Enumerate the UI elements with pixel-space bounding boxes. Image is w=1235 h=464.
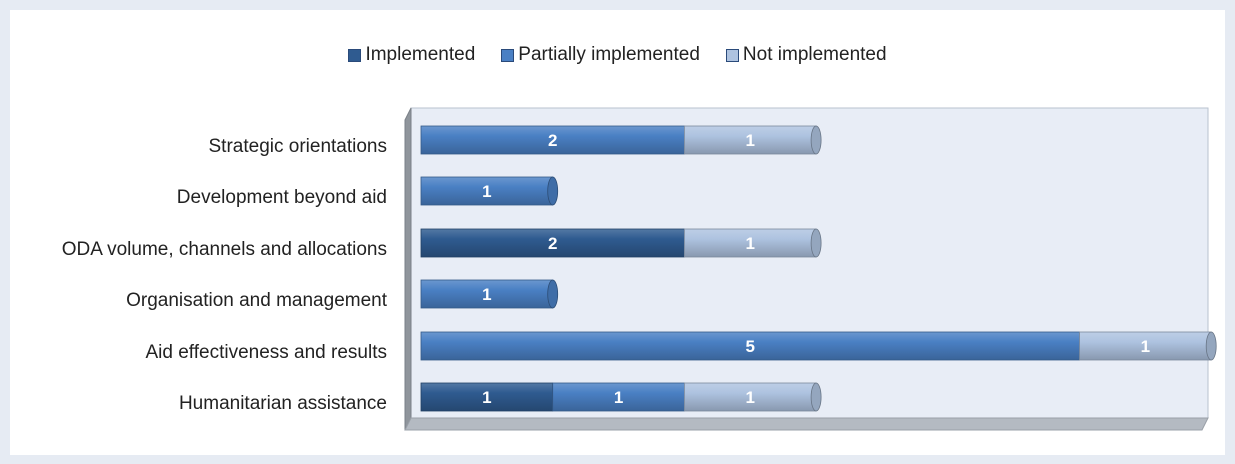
plot-floor (404, 417, 1209, 431)
category-label-humanitarian-assistance: Humanitarian assistance (178, 393, 387, 414)
legend-label-implemented: Implemented (365, 44, 476, 65)
bar-4-partially-implemented (420, 331, 1080, 361)
legend-label-not-implemented: Not implemented (742, 44, 887, 65)
legend: Implemented Partially implemented Not im… (10, 44, 1225, 66)
bar-end-cap-5 (810, 382, 822, 412)
bar-value-label-1-1: 1 (482, 182, 491, 201)
plot-side-wall (404, 107, 412, 431)
legend-swatch-implemented (348, 48, 362, 62)
legend-swatch-not-implemented (725, 48, 739, 62)
category-label-oda-volume: ODA volume, channels and allocations (61, 239, 387, 260)
bar-end-cap-3 (547, 279, 559, 309)
bar-1-partially-implemented (420, 176, 554, 206)
legend-item-not-implemented: Not implemented (725, 44, 887, 66)
bar-value-label-3-1: 1 (482, 285, 491, 304)
bar-value-label-5-1: 1 (614, 388, 623, 407)
bar-value-label-0-1: 2 (548, 131, 557, 150)
plot-back-wall (410, 107, 1209, 419)
bar-value-label-4-2: 1 (1141, 337, 1150, 356)
bar-value-label-2-2: 1 (746, 234, 755, 253)
bar-end-cap-0 (810, 125, 822, 155)
category-label-strategic-orientations: Strategic orientations (208, 136, 388, 157)
legend-item-partially-implemented: Partially implemented (501, 44, 700, 66)
bar-value-label-4-1: 5 (746, 337, 755, 356)
legend-label-partially-implemented: Partially implemented (518, 44, 700, 65)
category-label-aid-effectiveness: Aid effectiveness and results (145, 342, 387, 363)
bar-value-label-5-2: 1 (746, 388, 755, 407)
bar-5-partially-implemented (552, 382, 685, 412)
bar-4-not-implemented (1079, 331, 1212, 361)
legend-item-implemented: Implemented (348, 44, 475, 66)
bar-value-label-5-0: 1 (482, 388, 491, 407)
bar-value-label-2-0: 2 (548, 234, 557, 253)
legend-swatch-partially-implemented (501, 48, 515, 62)
bar-end-cap-2 (810, 228, 822, 258)
category-label-development-beyond-aid: Development beyond aid (176, 187, 387, 208)
bar-5-not-implemented (684, 382, 817, 412)
bar-end-cap-4 (1205, 331, 1217, 361)
chart-frame: Implemented Partially implemented Not im… (10, 10, 1225, 455)
bar-value-label-0-2: 1 (746, 131, 755, 150)
bar-3-partially-implemented (420, 279, 554, 309)
bar-end-cap-1 (547, 176, 559, 206)
category-label-organisation-and-management: Organisation and management (126, 290, 387, 311)
bar-chart: 2 1 1 2 1 1 5 1 1 1 1 (404, 107, 1217, 431)
